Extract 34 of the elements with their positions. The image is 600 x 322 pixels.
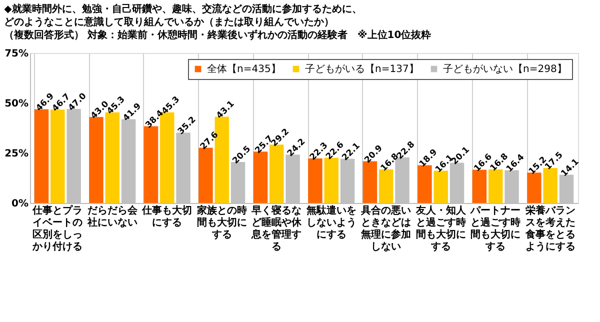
chart-subtitle: （複数回答形式） 対象：始業前・休憩時間・終業後いずれかの活動の経験者 ※上位10位抜粋 [4,29,432,41]
bar [434,170,448,203]
y-tick-label: 25% [4,148,28,160]
y-tick-label: 75% [4,48,28,60]
bar [144,126,158,203]
bar [89,117,104,203]
x-tick-label: 具合の悪いときなどは無理に参加しない [360,204,412,252]
bar [270,144,284,203]
bar [379,169,394,203]
x-tick-label: 家族との時間も大切にする [196,204,247,240]
x-tick-label: 仕事とプライベートの区別をしっかり付ける [32,204,83,252]
bar [253,152,268,203]
y-tick-label: 50% [4,98,28,110]
bar [362,161,378,203]
x-tick-label: パートナーと過ごす時間も大切にする [470,206,521,252]
legend-label: 子どもがいない【n=298】 [443,63,567,75]
x-tick-label: 友人・知人と過ごす時間も大切にする [414,204,467,252]
x-tick-label: だらだら会社にいない [86,204,138,228]
x-tick-label: 栄養バランスを考えた食事をとるようにする [524,204,576,252]
x-tick-label: 早く寝るなど睡眠や休息を管理する [250,204,303,252]
bar [418,165,432,203]
bar [527,172,542,203]
legend-label: 子どもがいる【n=137】 [305,63,419,75]
bar [50,110,65,203]
x-tick-label: 仕事も大切にする [141,204,192,228]
bar [472,170,487,203]
legend-label: 全体【n=435】 [207,63,281,75]
y-tick-label: 0% [12,198,28,210]
bar [34,109,49,203]
x-tick-label: 無駄遣いをしないようにする [305,204,356,240]
bar [308,158,322,203]
bar [198,148,213,203]
chart-title: ◆就業時間外に、勉強・自己研鑽や、趣味、交流などの活動に参加するために、どのようなことに意識して取り組んでいるか（または取り組んでいたか） [4,3,362,28]
bar [488,169,503,203]
